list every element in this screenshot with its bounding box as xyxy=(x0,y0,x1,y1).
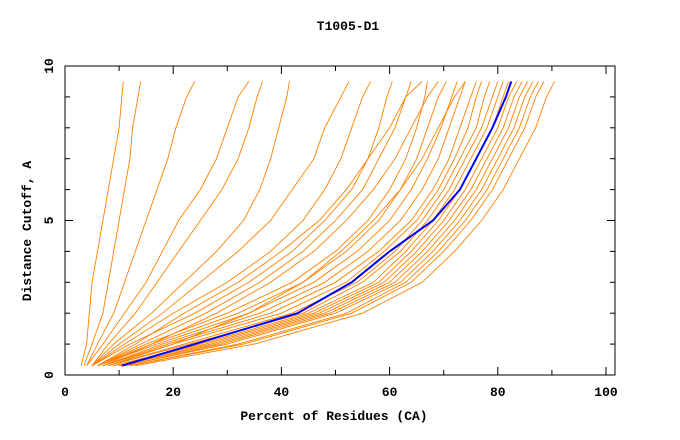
x-tick-label: 0 xyxy=(61,385,69,400)
x-tick-label: 80 xyxy=(490,385,506,400)
x-tick-label: 40 xyxy=(274,385,290,400)
y-tick-label: 10 xyxy=(42,58,57,74)
model-curve-12 xyxy=(97,81,447,367)
model-curve-6 xyxy=(91,81,290,367)
model-curve-30 xyxy=(108,81,466,367)
y-axis-label: Distance Cutoff, A xyxy=(20,161,35,302)
x-tick-labels: 0 20 40 60 80 100 xyxy=(61,385,618,400)
model-curve-24 xyxy=(124,81,534,367)
axis-ticks xyxy=(64,65,615,376)
model-curve-7 xyxy=(91,81,350,367)
model-curve-27 xyxy=(135,81,555,367)
chart-title: T1005-D1 xyxy=(317,19,380,34)
model-curve-28 xyxy=(97,81,423,367)
model-curve-3 xyxy=(86,81,196,366)
model-curve-17 xyxy=(108,81,491,367)
model-curve-29 xyxy=(102,81,439,367)
x-tick-label: 100 xyxy=(594,385,618,400)
highlight-curve-group xyxy=(121,81,513,367)
model-curve-18 xyxy=(108,81,499,367)
model-curve-21 xyxy=(118,81,518,367)
model-curves xyxy=(80,81,555,367)
model-curve-2 xyxy=(83,81,142,366)
model-curve-14 xyxy=(102,81,466,367)
model-curve-9 xyxy=(91,81,393,367)
model-curve-23 xyxy=(124,81,528,367)
x-tick-label: 60 xyxy=(382,385,398,400)
model-curve-4 xyxy=(86,81,250,366)
y-tick-labels: 0 5 10 xyxy=(42,58,57,379)
model-curve-26 xyxy=(129,81,545,367)
model-curve-5 xyxy=(91,81,263,366)
highlight-curve xyxy=(121,81,513,367)
model-curve-11 xyxy=(97,81,428,367)
model-curve-19 xyxy=(113,81,504,367)
x-tick-label: 20 xyxy=(165,385,181,400)
x-axis-label: Percent of Residues (CA) xyxy=(240,409,427,424)
model-curve-25 xyxy=(129,81,539,367)
model-curve-15 xyxy=(102,81,477,367)
y-tick-label: 0 xyxy=(42,371,57,379)
y-tick-label: 5 xyxy=(42,216,57,224)
model-curve-10 xyxy=(97,81,412,367)
model-curve-16 xyxy=(102,81,483,367)
model-curve-22 xyxy=(119,81,523,367)
model-curve-1 xyxy=(80,81,124,366)
model-curve-8 xyxy=(91,81,372,367)
model-curve-13 xyxy=(97,81,458,367)
plot-frame xyxy=(64,65,616,376)
